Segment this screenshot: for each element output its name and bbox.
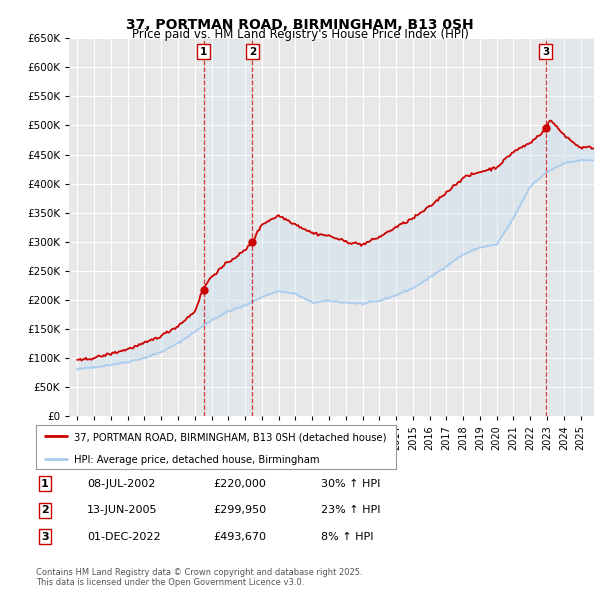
Text: 13-JUN-2005: 13-JUN-2005 — [87, 506, 157, 515]
Text: Price paid vs. HM Land Registry's House Price Index (HPI): Price paid vs. HM Land Registry's House … — [131, 28, 469, 41]
Text: HPI: Average price, detached house, Birmingham: HPI: Average price, detached house, Birm… — [74, 455, 319, 465]
Text: Contains HM Land Registry data © Crown copyright and database right 2025.
This d: Contains HM Land Registry data © Crown c… — [36, 568, 362, 587]
Text: £299,950: £299,950 — [213, 506, 266, 515]
Text: £493,670: £493,670 — [213, 532, 266, 542]
Text: 3: 3 — [542, 47, 550, 57]
Text: 08-JUL-2002: 08-JUL-2002 — [87, 479, 155, 489]
Text: 01-DEC-2022: 01-DEC-2022 — [87, 532, 161, 542]
Text: 1: 1 — [200, 47, 207, 57]
Bar — [203, 38, 253, 416]
Text: 30% ↑ HPI: 30% ↑ HPI — [321, 479, 380, 489]
Text: 37, PORTMAN ROAD, BIRMINGHAM, B13 0SH: 37, PORTMAN ROAD, BIRMINGHAM, B13 0SH — [126, 18, 474, 32]
Text: 2: 2 — [41, 506, 49, 515]
Text: 1: 1 — [41, 479, 49, 489]
Text: £220,000: £220,000 — [213, 479, 266, 489]
Text: 8% ↑ HPI: 8% ↑ HPI — [321, 532, 373, 542]
Text: 37, PORTMAN ROAD, BIRMINGHAM, B13 0SH (detached house): 37, PORTMAN ROAD, BIRMINGHAM, B13 0SH (d… — [74, 432, 386, 442]
Text: 23% ↑ HPI: 23% ↑ HPI — [321, 506, 380, 515]
Text: 3: 3 — [41, 532, 49, 542]
Bar — [545, 38, 594, 416]
Text: 2: 2 — [249, 47, 256, 57]
